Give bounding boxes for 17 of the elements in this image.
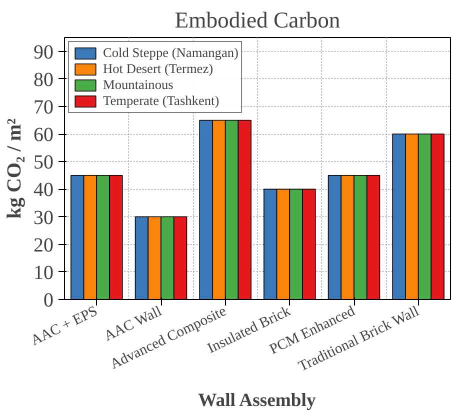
x-axis-title: Wall Assembly — [198, 390, 316, 412]
y-tick-label: 60 — [34, 124, 54, 146]
legend-label: Cold Steppe (Namangan) — [103, 45, 238, 61]
legend-label: Mountainous — [103, 77, 174, 93]
y-tick-label: 90 — [34, 41, 54, 64]
legend-label: Hot Desert (Termez) — [103, 61, 214, 77]
y-tick-label: 50 — [34, 152, 54, 174]
y-tick-label: 70 — [34, 96, 54, 118]
y-tick-label: 20 — [34, 234, 54, 256]
y-axis-title: kg CO₂ / m² — [4, 118, 26, 219]
y-tick-label: 40 — [34, 179, 54, 202]
y-tick-label: 10 — [34, 262, 54, 284]
y-tick-label: 30 — [34, 206, 54, 229]
y-tick-label: 0 — [44, 290, 54, 312]
y-tick-label: 80 — [34, 68, 54, 91]
chart-title: Embodied Carbon — [174, 8, 340, 32]
legend-label: Temperate (Tashkent) — [103, 93, 220, 109]
